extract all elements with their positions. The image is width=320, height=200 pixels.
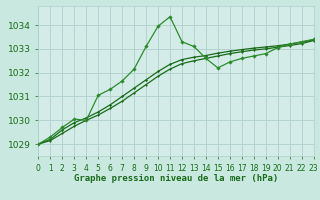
X-axis label: Graphe pression niveau de la mer (hPa): Graphe pression niveau de la mer (hPa) — [74, 174, 278, 183]
